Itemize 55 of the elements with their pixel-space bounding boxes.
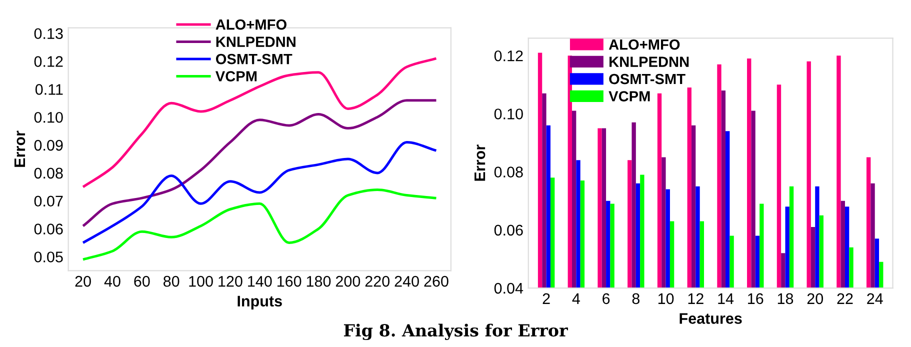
y-tick-label: 0.12 — [494, 50, 523, 62]
x-tick-label: 120 — [218, 276, 242, 287]
legend-label: VCPM — [215, 71, 257, 82]
x-tick-label: 24 — [867, 293, 883, 304]
y-tick-label: 0.09 — [34, 140, 63, 151]
y-tick-label: 0.08 — [34, 168, 63, 179]
y-tick-label: 0.12 — [34, 56, 63, 67]
legend-label: KNLPEDNN — [216, 36, 296, 47]
x-tick-label: 14 — [718, 293, 734, 304]
line-series — [82, 99, 438, 228]
y-tick-label: 0.11 — [35, 84, 63, 95]
line-series — [82, 140, 438, 244]
x-tick-label: 80 — [164, 276, 180, 287]
x-tick-label: 160 — [277, 276, 302, 287]
caption: Fig 8. Analysis for Error — [344, 324, 568, 340]
y-axis-title: Error — [474, 144, 486, 181]
legend-label: ALO+MFO — [216, 19, 286, 30]
x-tick-label: 12 — [688, 293, 704, 304]
line-series — [82, 188, 438, 261]
y-tick-label: 0.05 — [34, 252, 63, 262]
x-tick-label: 20 — [807, 293, 824, 304]
y-tick-label: 0.07 — [34, 196, 63, 207]
legend-label: OSMT-SMT — [609, 74, 686, 84]
legend-label: OSMT-SMT — [216, 54, 292, 64]
y-axis-title: Error — [14, 130, 26, 167]
legend-label: ALO+MFO — [608, 39, 680, 50]
y-tick-label: 0.06 — [34, 224, 63, 234]
x-tick-label: 18 — [778, 293, 794, 304]
x-tick-label: 40 — [104, 276, 120, 287]
x-tick-label: 60 — [134, 276, 150, 287]
x-tick-label: 200 — [336, 276, 360, 287]
legend-label: KNLPEDNN — [610, 56, 689, 67]
y-tick-label: 0.06 — [494, 224, 523, 236]
x-tick-label: 220 — [365, 276, 390, 287]
x-tick-label: 10 — [658, 293, 674, 304]
legend-label: VCPM — [608, 91, 650, 102]
y-tick-label: 0.04 — [494, 282, 524, 294]
x-tick-label: 16 — [748, 293, 764, 304]
y-tick-label: 0.13 — [34, 28, 63, 40]
x-tick-label: 260 — [424, 276, 448, 287]
y-tick-label: 0.10 — [34, 112, 63, 123]
x-tick-label: 6 — [602, 293, 610, 304]
x-tick-label: 180 — [306, 276, 331, 287]
x-tick-label: 4 — [572, 293, 580, 304]
x-tick-label: 140 — [248, 276, 272, 287]
y-tick-label: 0.08 — [494, 166, 523, 178]
x-axis-title: Inputs — [238, 296, 282, 310]
x-tick-label: 240 — [394, 276, 419, 287]
x-tick-label: 100 — [189, 276, 213, 287]
x-tick-label: 22 — [837, 293, 853, 304]
x-tick-label: 20 — [75, 276, 91, 287]
x-axis-title: Features — [680, 313, 742, 324]
x-tick-label: 8 — [632, 293, 640, 304]
x-tick-label: 2 — [542, 293, 550, 304]
y-tick-label: 0.10 — [494, 108, 523, 120]
